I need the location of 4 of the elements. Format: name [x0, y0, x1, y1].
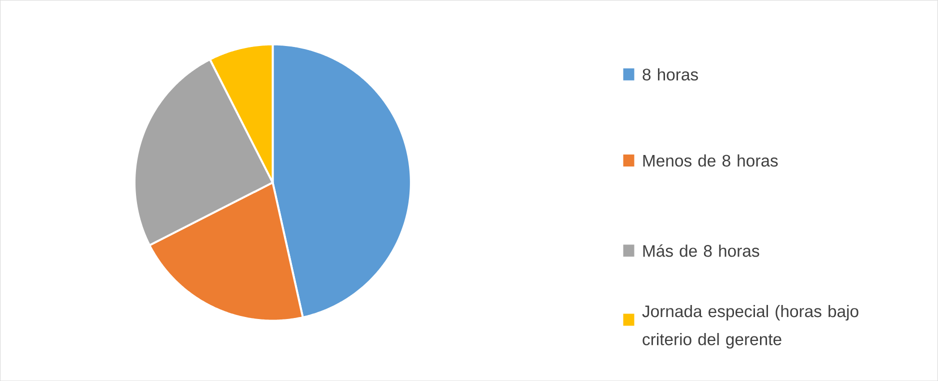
legend-label: Más de 8 horas — [643, 244, 760, 257]
legend-label: 8 horas — [642, 68, 698, 80]
legend-label: Jornada especial (horas bajo criterio del gerente — [642, 304, 858, 349]
legend-label: Menos de 8 horas — [643, 154, 778, 167]
